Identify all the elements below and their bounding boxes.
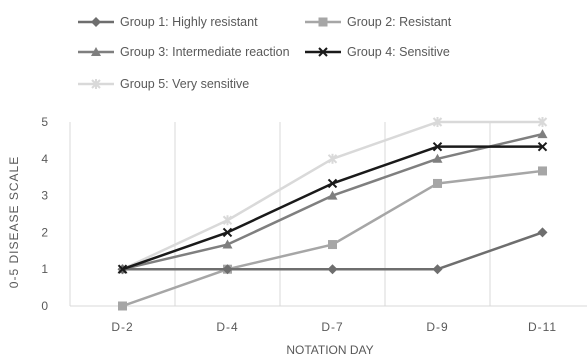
series-line: [122, 145, 543, 271]
y-tick-label: 0: [41, 299, 48, 313]
marker-stroke: [537, 141, 548, 152]
data-point: [328, 240, 337, 250]
marker-stroke: [327, 178, 338, 189]
legend-item: Group 4: Sensitive: [305, 45, 450, 59]
data-point: [537, 129, 548, 139]
data-point: [222, 227, 233, 238]
data-point: [222, 239, 233, 249]
x-tick-label: D-11: [528, 320, 557, 334]
legend-marker: [91, 47, 101, 56]
y-axis-title: 0-5 DISEASE SCALE: [7, 156, 21, 288]
marker-stroke: [432, 141, 443, 152]
legend-marker: [318, 17, 328, 27]
marker-stroke: [222, 227, 233, 238]
data-point: [432, 153, 443, 163]
data-point: [537, 141, 548, 152]
series-3: [117, 129, 548, 274]
data-point: [327, 190, 338, 200]
data-point: [327, 153, 338, 164]
data-point: [432, 117, 443, 127]
legend-label: Group 2: Resistant: [347, 15, 452, 29]
data-point: [222, 215, 233, 226]
legend-item: Group 2: Resistant: [305, 15, 452, 29]
legend-marker: [318, 47, 328, 57]
data-point: [117, 264, 128, 274]
y-tick-label: 2: [41, 225, 48, 239]
legend-item: Group 5: Very sensitive: [78, 77, 249, 91]
y-axis-ticks: 0 1 2 3 4 5: [41, 115, 48, 313]
y-tick-label: 1: [41, 262, 48, 276]
legend-label: Group 4: Sensitive: [347, 45, 450, 59]
marker-stroke: [117, 264, 128, 274]
x-tick-label: D-2: [111, 320, 133, 334]
data-point: [537, 227, 548, 238]
y-tick-label: 4: [41, 152, 48, 166]
data-point: [327, 178, 338, 189]
data-point: [538, 166, 547, 176]
x-tick-label: D-7: [321, 320, 343, 334]
legend: Group 1: Highly resistant Group 2: Resist…: [78, 15, 452, 91]
legend-item: Group 1: Highly resistant: [78, 15, 258, 29]
marker-stroke: [318, 47, 328, 57]
y-tick-label: 3: [41, 189, 48, 203]
legend-label: Group 1: Highly resistant: [120, 15, 258, 29]
x-tick-label: D-4: [216, 320, 238, 334]
y-tick-label: 5: [41, 115, 48, 129]
data-point: [537, 117, 548, 127]
x-tick-label: D-9: [426, 320, 448, 334]
legend-label: Group 5: Very sensitive: [120, 77, 249, 91]
series-1: [117, 227, 548, 275]
legend-item: Group 3: Intermediate reaction: [78, 45, 290, 59]
data-point: [118, 301, 127, 311]
data-point: [432, 141, 443, 152]
series-group: [117, 117, 548, 311]
x-axis-ticks: D-2 D-4 D-7 D-9 D-11: [111, 320, 557, 334]
data-point: [432, 264, 443, 275]
data-point: [433, 178, 442, 188]
gridlines: [69, 122, 587, 307]
data-point: [327, 264, 338, 275]
legend-label: Group 3: Intermediate reaction: [120, 45, 290, 59]
series-4: [117, 141, 548, 274]
x-axis-title: NOTATION DAY: [286, 343, 373, 357]
series-2: [118, 166, 547, 311]
series-line: [122, 231, 543, 271]
series-5: [117, 117, 548, 275]
legend-marker: [91, 17, 101, 27]
legend-marker: [91, 79, 101, 89]
data-point: [222, 264, 233, 275]
